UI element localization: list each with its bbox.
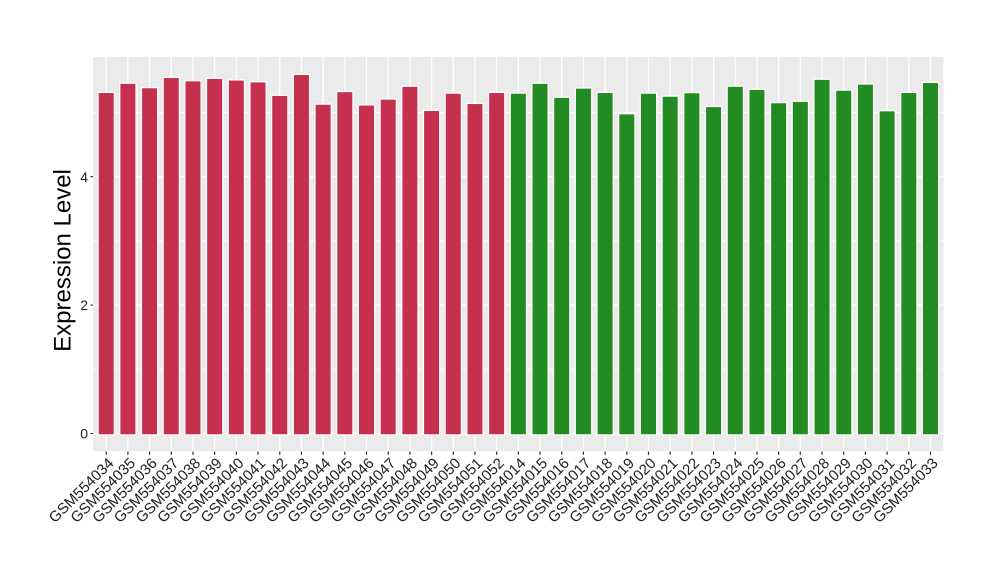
- svg-text:4: 4: [80, 169, 88, 185]
- svg-text:0: 0: [80, 426, 88, 442]
- svg-text:Expression Level: Expression Level: [50, 169, 77, 352]
- svg-text:2: 2: [80, 297, 88, 313]
